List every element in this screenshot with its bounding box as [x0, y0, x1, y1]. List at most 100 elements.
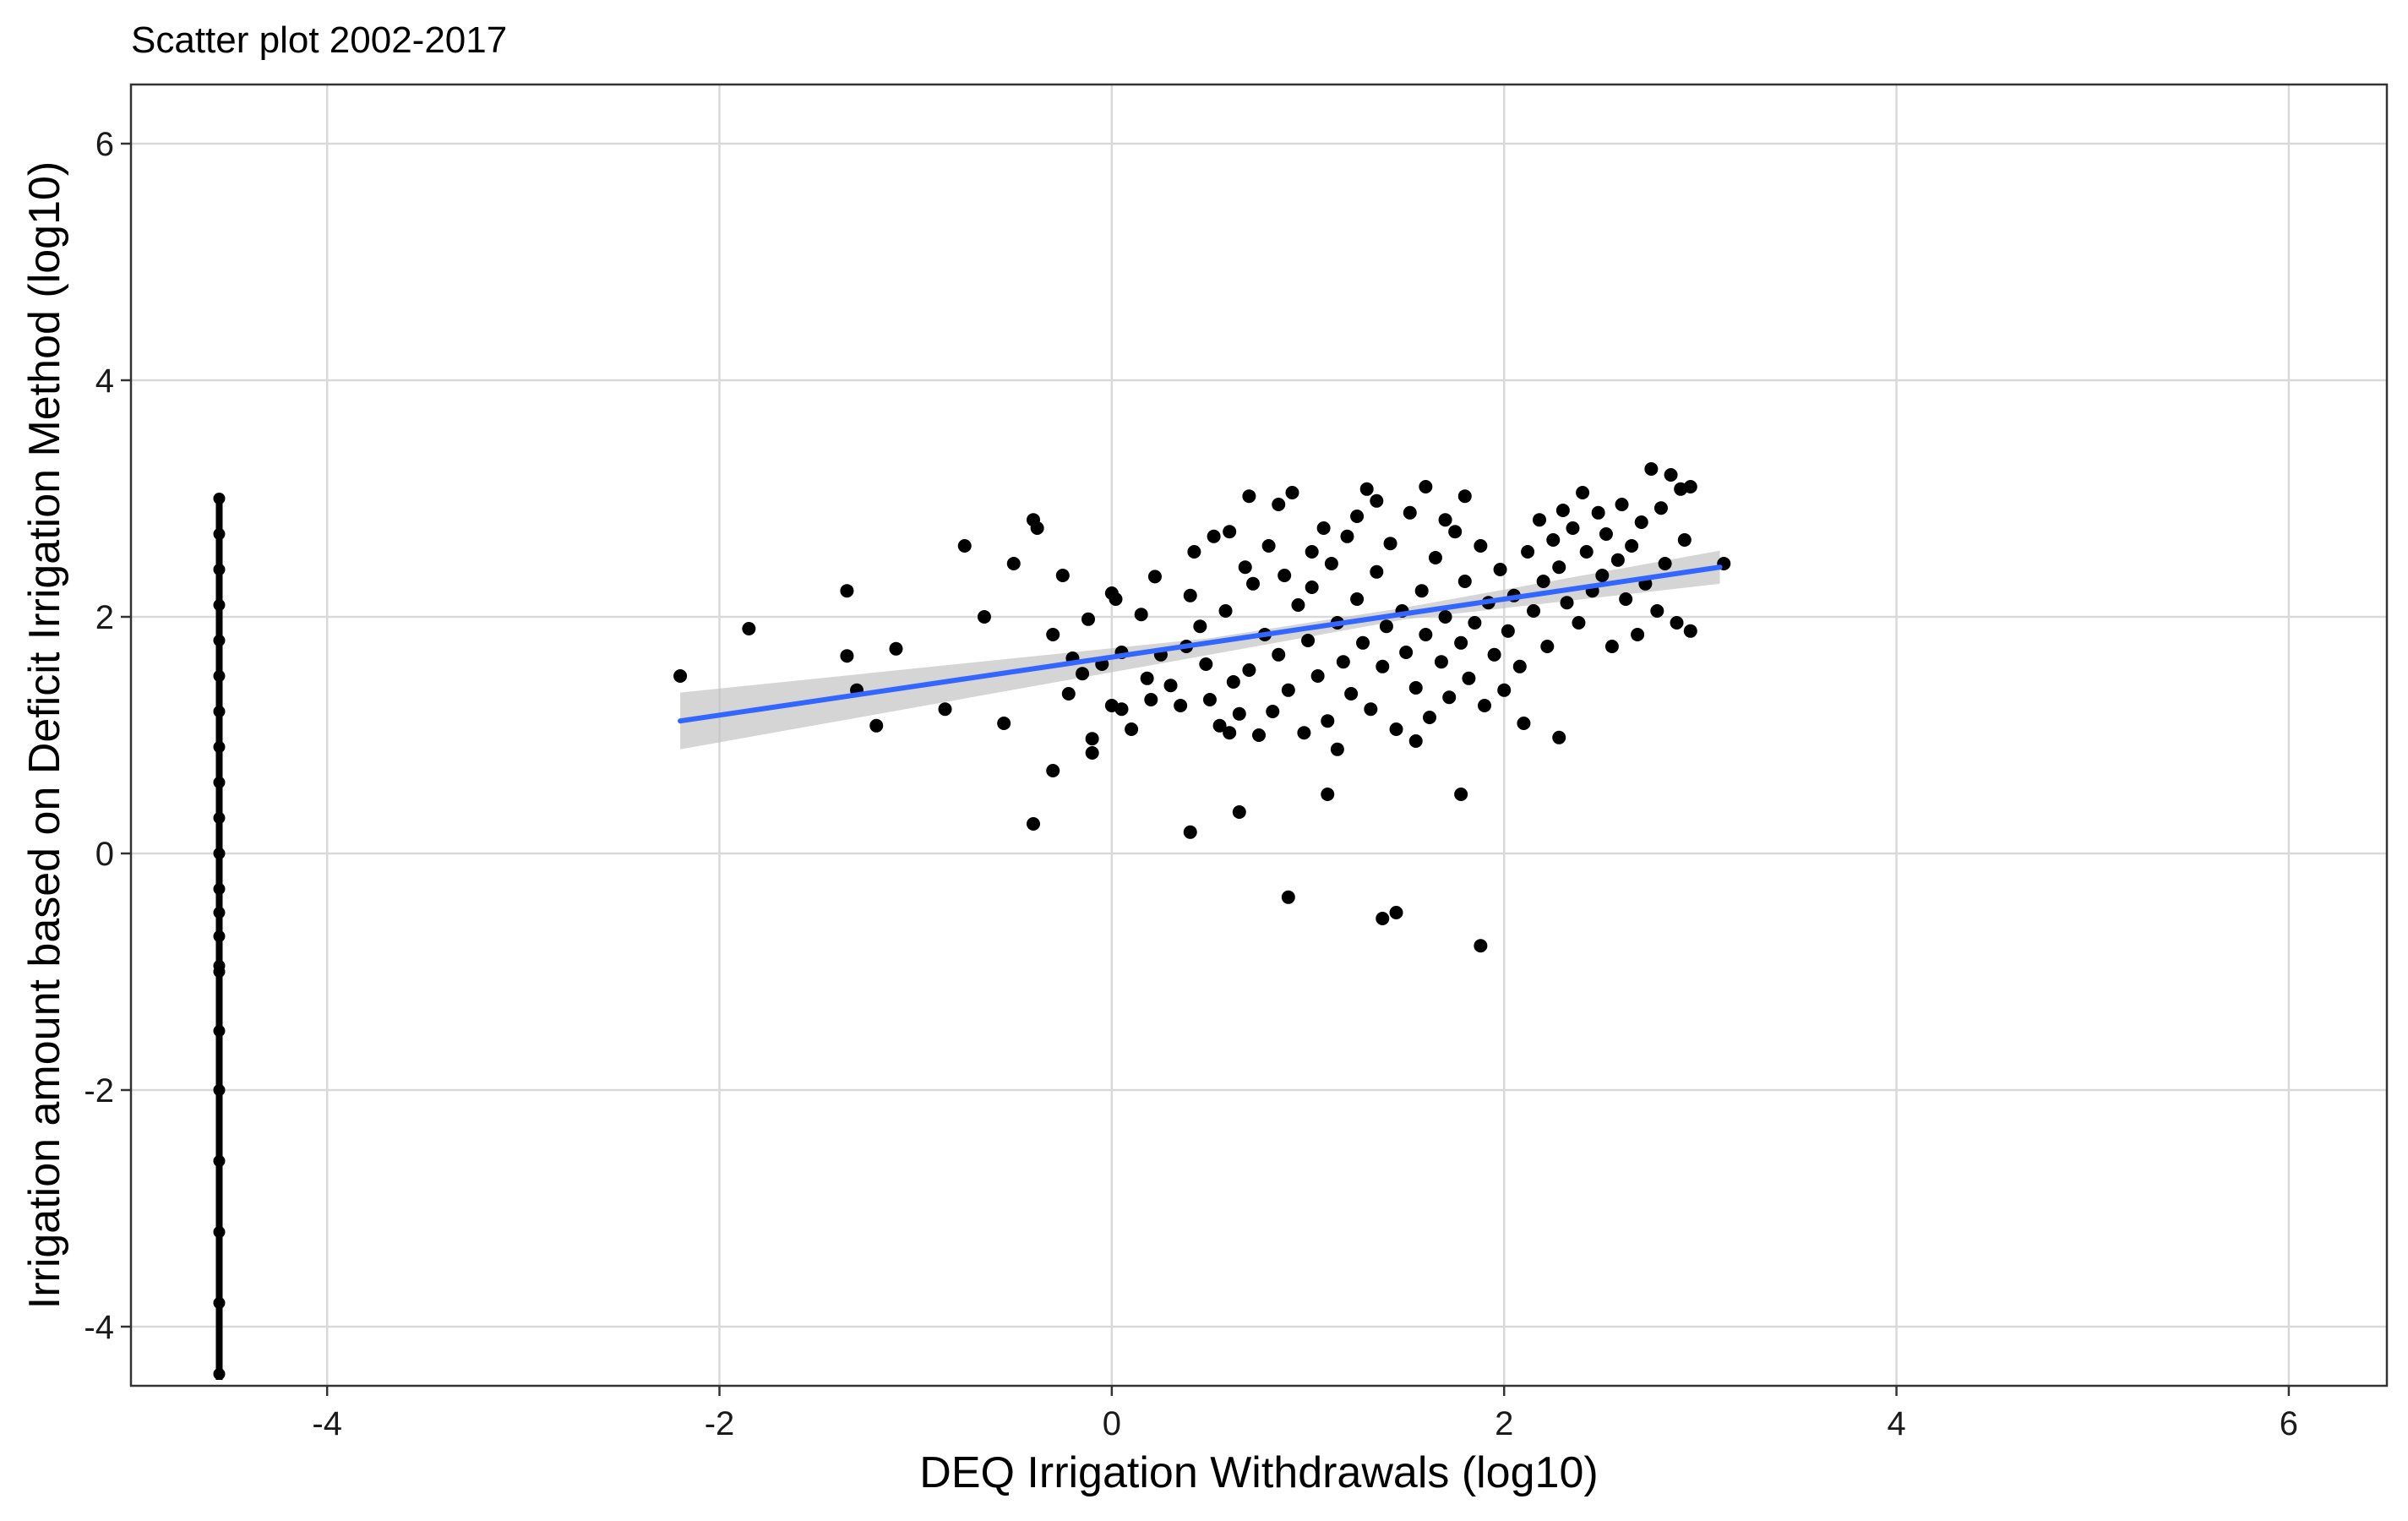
y-tick-label: -2: [84, 1072, 114, 1109]
scatter-point: [1552, 560, 1566, 575]
x-tick-label: 2: [1495, 1405, 1513, 1442]
scatter-point: [1403, 505, 1417, 520]
scatter-point: [1546, 533, 1561, 547]
scatter-point: [1140, 671, 1154, 685]
scatter-point: [1324, 557, 1338, 570]
scatter-point: [1408, 681, 1423, 695]
scatter-point: [1615, 498, 1629, 511]
scatter-point: [1644, 462, 1659, 476]
scatter-point: [1536, 575, 1550, 588]
scatter-point: [1434, 655, 1448, 669]
scatter-point: [1389, 722, 1403, 736]
scatter-point: [1555, 504, 1570, 517]
scatter-point: [1081, 612, 1096, 626]
scatter-point: [1321, 714, 1335, 728]
scatter-point: [1521, 545, 1535, 559]
scatter-point: [1572, 616, 1586, 630]
scatter-point: [840, 584, 854, 598]
scatter-point: [1218, 604, 1233, 618]
scatter-point: [1419, 480, 1433, 493]
scatter-point: [1619, 592, 1633, 606]
scatter-point: [1650, 604, 1664, 618]
scatter-point: [1376, 912, 1390, 925]
scatter-point: [1183, 588, 1197, 602]
scatter-point: [1533, 513, 1547, 527]
scatter-point: [1252, 728, 1266, 742]
scatter-point: [742, 622, 756, 635]
scatter-point: [1438, 610, 1452, 624]
scatter-point: [1625, 539, 1639, 553]
plot-panel-border: [129, 83, 2389, 1387]
scatter-point: [1664, 468, 1678, 482]
confidence-band-layer: [680, 550, 1720, 750]
edge-point-stack: [215, 496, 223, 1381]
scatter-point: [1147, 570, 1162, 584]
scatter-point: [1653, 501, 1668, 515]
scatter-point: [1266, 705, 1280, 718]
scatter-point: [1226, 675, 1240, 689]
scatter-point: [1422, 711, 1436, 724]
scatter-point: [1457, 489, 1472, 504]
scatter-point: [1350, 510, 1365, 523]
scatter-point: [1610, 553, 1625, 567]
scatter-point: [1359, 482, 1374, 496]
scatter-point: [1085, 732, 1099, 746]
x-tick-label: -2: [705, 1405, 735, 1442]
scatter-point: [1552, 730, 1566, 744]
scatter-point: [1174, 699, 1188, 712]
scatter-point: [1560, 596, 1574, 610]
scatter-point: [1006, 557, 1021, 570]
scatter-point: [977, 610, 991, 624]
scatter-point: [1085, 746, 1099, 760]
scatter-point: [1454, 788, 1468, 801]
scatter-point: [1512, 659, 1527, 673]
x-tick-label: 4: [1887, 1405, 1905, 1442]
scatter-point: [1497, 683, 1512, 697]
scatter-point: [1474, 539, 1488, 553]
scatter-point: [1238, 560, 1252, 575]
scatter-point: [1285, 486, 1299, 499]
scatter-point: [1566, 521, 1580, 535]
scatter-point: [1468, 616, 1482, 630]
scatter-point: [1462, 671, 1476, 685]
scatter-point: [869, 718, 884, 733]
scatter-point: [1297, 726, 1311, 740]
y-tick-label: 6: [95, 126, 114, 163]
scatter-point: [1281, 890, 1295, 904]
y-tick-label: 0: [95, 836, 114, 873]
scatter-point: [1658, 557, 1672, 570]
regression-line: [678, 564, 1723, 724]
scatter-point: [1183, 825, 1197, 839]
confidence-band: [680, 550, 1720, 750]
scatter-point: [1370, 493, 1384, 508]
scatter-point: [1408, 734, 1423, 748]
scatter-point: [1487, 647, 1501, 662]
scatter-point: [1344, 687, 1359, 701]
x-tick-label: 6: [2280, 1405, 2298, 1442]
scatter-point: [1419, 628, 1433, 641]
scatter-point: [1223, 726, 1237, 740]
scatter-point: [1207, 529, 1221, 543]
fit-line-layer: [678, 564, 1723, 724]
scatter-point: [1187, 545, 1201, 559]
scatter-point: [1291, 598, 1305, 612]
scatter-point: [1576, 486, 1590, 499]
scatter-point: [1223, 525, 1237, 539]
x-tick-label: -4: [312, 1405, 342, 1442]
scatter-point: [1305, 545, 1319, 559]
scatter-point: [1591, 505, 1605, 520]
scatter-point: [1310, 669, 1325, 683]
scatter-point: [1278, 569, 1292, 582]
scatter-point: [1055, 569, 1070, 582]
scatter-point: [1144, 693, 1158, 706]
scatter-point: [1376, 659, 1390, 673]
scatter-point: [889, 641, 903, 656]
scatter-point: [1517, 717, 1531, 730]
y-tick-label: -4: [84, 1309, 114, 1346]
left-edge-series: [213, 493, 226, 1381]
axis-ticks: -4 -2 0 2 4 6 -4 -2 0 2 4 6: [84, 126, 2298, 1442]
scatter-point: [1438, 513, 1452, 527]
scatter-point: [997, 717, 1011, 730]
scatter-point: [1114, 702, 1129, 717]
